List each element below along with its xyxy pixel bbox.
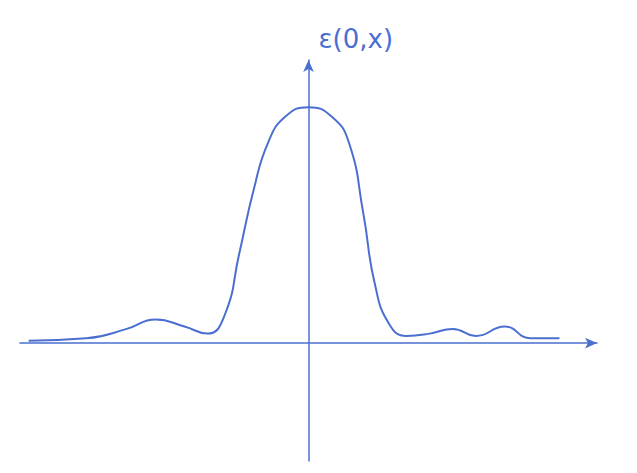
svg-text:ε(0,x): ε(0,x): [319, 24, 394, 54]
